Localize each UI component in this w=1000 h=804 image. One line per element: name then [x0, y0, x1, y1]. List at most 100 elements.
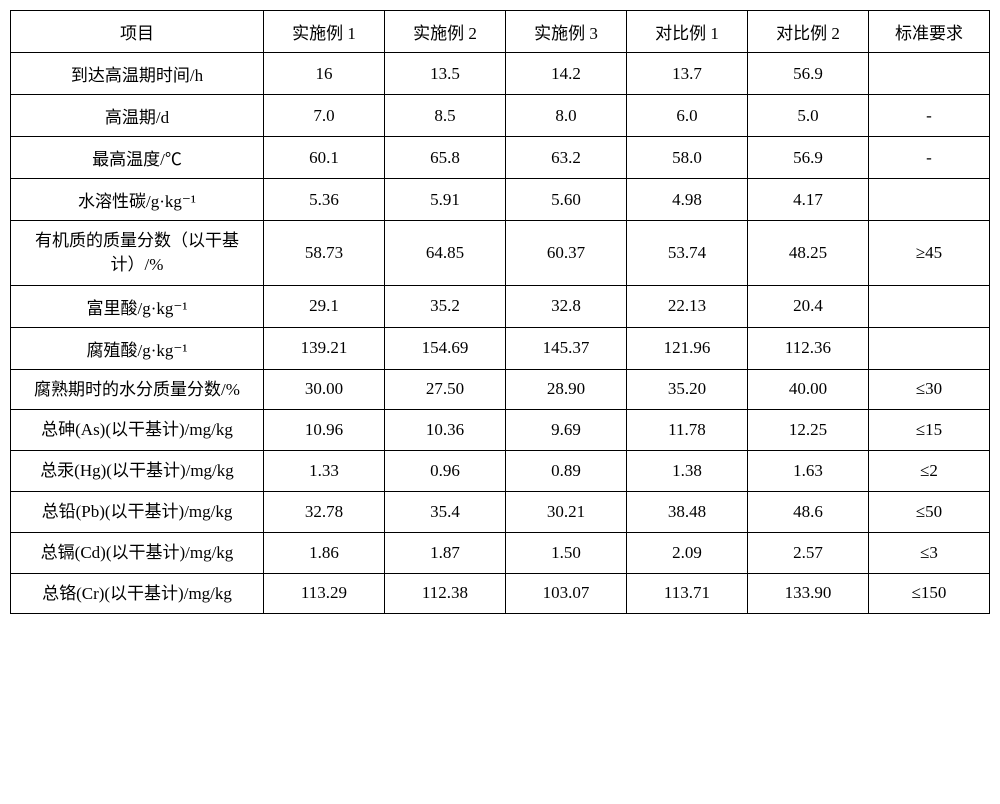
cell-value: 13.5	[384, 53, 505, 95]
cell-value: ≤50	[868, 491, 989, 532]
cell-value: 139.21	[263, 327, 384, 369]
cell-value: 4.17	[747, 179, 868, 221]
cell-value: 22.13	[626, 285, 747, 327]
table-body: 到达高温期时间/h1613.514.213.756.9高温期/d7.08.58.…	[11, 53, 990, 614]
cell-value: 112.38	[384, 573, 505, 614]
cell-value: 60.1	[263, 137, 384, 179]
cell-value: 103.07	[505, 573, 626, 614]
cell-value: 133.90	[747, 573, 868, 614]
cell-value: 48.25	[747, 221, 868, 286]
cell-value: ≤2	[868, 451, 989, 492]
cell-value: 35.4	[384, 491, 505, 532]
cell-value: ≥45	[868, 221, 989, 286]
cell-value: 5.60	[505, 179, 626, 221]
row-label: 富里酸/g·kg⁻¹	[11, 285, 264, 327]
cell-value: 63.2	[505, 137, 626, 179]
cell-value: 8.5	[384, 95, 505, 137]
header-item: 项目	[11, 11, 264, 53]
row-label: 高温期/d	[11, 95, 264, 137]
cell-value: 16	[263, 53, 384, 95]
table-row: 腐殖酸/g·kg⁻¹139.21154.69145.37121.96112.36	[11, 327, 990, 369]
cell-value: 113.71	[626, 573, 747, 614]
cell-value	[868, 179, 989, 221]
cell-value: 2.57	[747, 532, 868, 573]
row-label: 腐殖酸/g·kg⁻¹	[11, 327, 264, 369]
table-header-row: 项目 实施例 1 实施例 2 实施例 3 对比例 1 对比例 2 标准要求	[11, 11, 990, 53]
cell-value: 12.25	[747, 410, 868, 451]
header-ex1: 实施例 1	[263, 11, 384, 53]
table-row: 总砷(As)(以干基计)/mg/kg10.9610.369.6911.7812.…	[11, 410, 990, 451]
cell-value: -	[868, 95, 989, 137]
cell-value: 113.29	[263, 573, 384, 614]
table-row: 到达高温期时间/h1613.514.213.756.9	[11, 53, 990, 95]
cell-value: 6.0	[626, 95, 747, 137]
cell-value: 10.36	[384, 410, 505, 451]
table-row: 最高温度/℃60.165.863.258.056.9-	[11, 137, 990, 179]
table-row: 高温期/d7.08.58.06.05.0-	[11, 95, 990, 137]
header-ex2: 实施例 2	[384, 11, 505, 53]
cell-value: 14.2	[505, 53, 626, 95]
table-row: 水溶性碳/g·kg⁻¹5.365.915.604.984.17	[11, 179, 990, 221]
cell-value: 154.69	[384, 327, 505, 369]
row-label: 总镉(Cd)(以干基计)/mg/kg	[11, 532, 264, 573]
cell-value: ≤15	[868, 410, 989, 451]
cell-value: 1.86	[263, 532, 384, 573]
cell-value: 20.4	[747, 285, 868, 327]
cell-value: 0.89	[505, 451, 626, 492]
cell-value: 32.8	[505, 285, 626, 327]
cell-value: ≤3	[868, 532, 989, 573]
row-label: 到达高温期时间/h	[11, 53, 264, 95]
cell-value: 9.69	[505, 410, 626, 451]
row-label: 总铅(Pb)(以干基计)/mg/kg	[11, 491, 264, 532]
cell-value: 27.50	[384, 369, 505, 410]
cell-value: 58.73	[263, 221, 384, 286]
header-ex3: 实施例 3	[505, 11, 626, 53]
cell-value: 30.00	[263, 369, 384, 410]
row-label: 总铬(Cr)(以干基计)/mg/kg	[11, 573, 264, 614]
cell-value: 35.20	[626, 369, 747, 410]
table-row: 有机质的质量分数（以干基计）/%58.7364.8560.3753.7448.2…	[11, 221, 990, 286]
cell-value: 13.7	[626, 53, 747, 95]
cell-value: 38.48	[626, 491, 747, 532]
cell-value: 8.0	[505, 95, 626, 137]
cell-value: 35.2	[384, 285, 505, 327]
cell-value: ≤30	[868, 369, 989, 410]
cell-value: 32.78	[263, 491, 384, 532]
header-standard: 标准要求	[868, 11, 989, 53]
cell-value: 53.74	[626, 221, 747, 286]
row-label: 水溶性碳/g·kg⁻¹	[11, 179, 264, 221]
header-cmp2: 对比例 2	[747, 11, 868, 53]
cell-value: 11.78	[626, 410, 747, 451]
cell-value: 0.96	[384, 451, 505, 492]
cell-value: 29.1	[263, 285, 384, 327]
cell-value: 30.21	[505, 491, 626, 532]
cell-value: 2.09	[626, 532, 747, 573]
table-row: 富里酸/g·kg⁻¹29.135.232.822.1320.4	[11, 285, 990, 327]
data-table: 项目 实施例 1 实施例 2 实施例 3 对比例 1 对比例 2 标准要求 到达…	[10, 10, 990, 614]
cell-value: 64.85	[384, 221, 505, 286]
cell-value: 4.98	[626, 179, 747, 221]
table-row: 腐熟期时的水分质量分数/%30.0027.5028.9035.2040.00≤3…	[11, 369, 990, 410]
cell-value: 1.33	[263, 451, 384, 492]
cell-value: ≤150	[868, 573, 989, 614]
cell-value	[868, 53, 989, 95]
cell-value: 112.36	[747, 327, 868, 369]
cell-value: 56.9	[747, 53, 868, 95]
cell-value: 1.38	[626, 451, 747, 492]
row-label: 有机质的质量分数（以干基计）/%	[11, 221, 264, 286]
table-row: 总汞(Hg)(以干基计)/mg/kg1.330.960.891.381.63≤2	[11, 451, 990, 492]
row-label: 总砷(As)(以干基计)/mg/kg	[11, 410, 264, 451]
cell-value: 1.87	[384, 532, 505, 573]
cell-value: 60.37	[505, 221, 626, 286]
cell-value: 40.00	[747, 369, 868, 410]
cell-value: -	[868, 137, 989, 179]
cell-value: 5.91	[384, 179, 505, 221]
cell-value: 56.9	[747, 137, 868, 179]
header-cmp1: 对比例 1	[626, 11, 747, 53]
table-row: 总铅(Pb)(以干基计)/mg/kg32.7835.430.2138.4848.…	[11, 491, 990, 532]
cell-value: 145.37	[505, 327, 626, 369]
cell-value: 1.63	[747, 451, 868, 492]
row-label: 最高温度/℃	[11, 137, 264, 179]
table-row: 总镉(Cd)(以干基计)/mg/kg1.861.871.502.092.57≤3	[11, 532, 990, 573]
cell-value: 58.0	[626, 137, 747, 179]
